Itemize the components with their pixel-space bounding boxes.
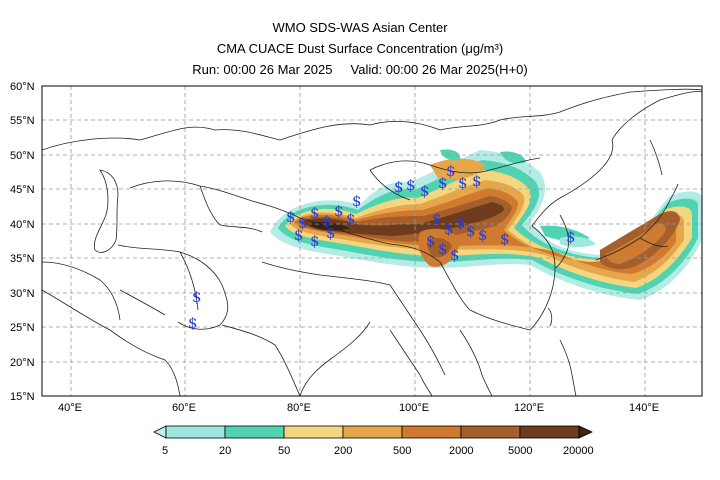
- colorbar-label: 200: [334, 445, 352, 457]
- dust-patch-north: [430, 158, 485, 180]
- dust-symbol: $: [352, 192, 362, 210]
- dust-symbol: $: [294, 226, 304, 244]
- dust-symbol: $: [432, 210, 442, 228]
- dust-symbol: $: [322, 212, 332, 230]
- lon-tick: 80°E: [287, 402, 311, 414]
- dust-symbol: $: [310, 204, 320, 222]
- dust-symbol: $: [188, 314, 198, 332]
- lon-tick: 100°E: [399, 402, 429, 414]
- colorbar: 5 20 50 200 500 2000 5000 20000: [153, 425, 594, 457]
- colorbar-bin: [224, 425, 285, 439]
- dust-symbol: $: [406, 176, 416, 194]
- colorbar-label: 5: [162, 445, 168, 457]
- lon-tick: 40°E: [58, 402, 82, 414]
- lat-tick: 60°N: [10, 81, 35, 93]
- dust-level-5000: [302, 202, 504, 236]
- dust-symbol: $: [326, 224, 336, 242]
- colorbar-bin: [283, 425, 344, 439]
- dust-symbol: $: [394, 178, 404, 196]
- lat-tick: 15°N: [10, 391, 35, 403]
- dust-symbol: $: [438, 240, 448, 258]
- lon-tick: 140°E: [629, 402, 659, 414]
- lat-tick: 45°N: [10, 184, 35, 196]
- dust-symbol: $: [334, 202, 344, 220]
- dust-symbol: $: [438, 174, 448, 192]
- dust-symbol: $: [500, 230, 510, 248]
- dust-symbol: $: [420, 182, 430, 200]
- lat-tick: 35°N: [10, 253, 35, 265]
- colorbar-label: 500: [393, 445, 411, 457]
- lon-tick: 120°E: [514, 402, 544, 414]
- dust-symbol: $: [450, 246, 460, 264]
- dust-symbol: $: [466, 222, 476, 240]
- dust-symbol: $: [458, 174, 468, 192]
- colorbar-right-arrow: [578, 425, 593, 439]
- colorbar-bin: [342, 425, 403, 439]
- dust-symbol: $: [478, 226, 488, 244]
- dust-symbol: $: [310, 232, 320, 250]
- dust-symbol: $: [298, 214, 308, 232]
- lat-tick: 25°N: [10, 322, 35, 334]
- lon-tick-labels: 40°E 60°E 80°E 100°E 120°E 140°E: [58, 402, 659, 414]
- dust-observation-symbols: $ $ $ $ $ $ $ $ $ $ $ $ $ $ $ $ $ $ $ $ …: [188, 162, 576, 332]
- map-frame: [41, 85, 703, 397]
- lat-tick: 40°N: [10, 219, 35, 231]
- lat-tick: 50°N: [10, 150, 35, 162]
- dust-symbol: $: [566, 228, 576, 246]
- map-title: WMO SDS-WAS Asian Center: [272, 20, 448, 35]
- colorbar-bin: [460, 425, 521, 439]
- colorbar-label: 5000: [508, 445, 532, 457]
- dust-symbol: $: [472, 172, 482, 190]
- colorbar-bin: [401, 425, 462, 439]
- colorbar-bin: [165, 425, 226, 439]
- dust-symbol: $: [346, 210, 356, 228]
- colorbar-label: 50: [278, 445, 290, 457]
- map-plot-area: $ $ $ $ $ $ $ $ $ $ $ $ $ $ $ $ $ $ $ $ …: [42, 86, 702, 396]
- colorbar-label: 20: [219, 445, 231, 457]
- lat-tick-labels: 15°N 20°N 25°N 30°N 35°N 40°N 45°N 50°N …: [10, 81, 35, 403]
- country-borders: [42, 88, 702, 396]
- dust-shading: [270, 149, 702, 300]
- colorbar-label: 2000: [449, 445, 473, 457]
- dust-symbol: $: [446, 162, 456, 180]
- dust-level-500: [294, 188, 676, 274]
- lat-tick: 55°N: [10, 115, 35, 127]
- dust-symbol: $: [444, 220, 454, 238]
- lat-tick: 30°N: [10, 288, 35, 300]
- dust-symbol: $: [456, 214, 466, 232]
- dust-symbol: $: [426, 232, 436, 250]
- lon-tick: 60°E: [172, 402, 196, 414]
- map-subtitle: CMA CUACE Dust Surface Concentration (μg…: [216, 41, 504, 56]
- colorbar-left-arrow: [153, 425, 167, 439]
- colorbar-bin: [519, 425, 580, 439]
- dust-symbol: $: [192, 288, 202, 306]
- run-valid-time: Run: 00:00 26 Mar 2025 Valid: 00:00 26 M…: [192, 62, 528, 77]
- lat-tick: 20°N: [10, 357, 35, 369]
- graticule: [42, 86, 702, 396]
- colorbar-label: 20000: [563, 445, 594, 457]
- dust-symbol: $: [286, 208, 296, 226]
